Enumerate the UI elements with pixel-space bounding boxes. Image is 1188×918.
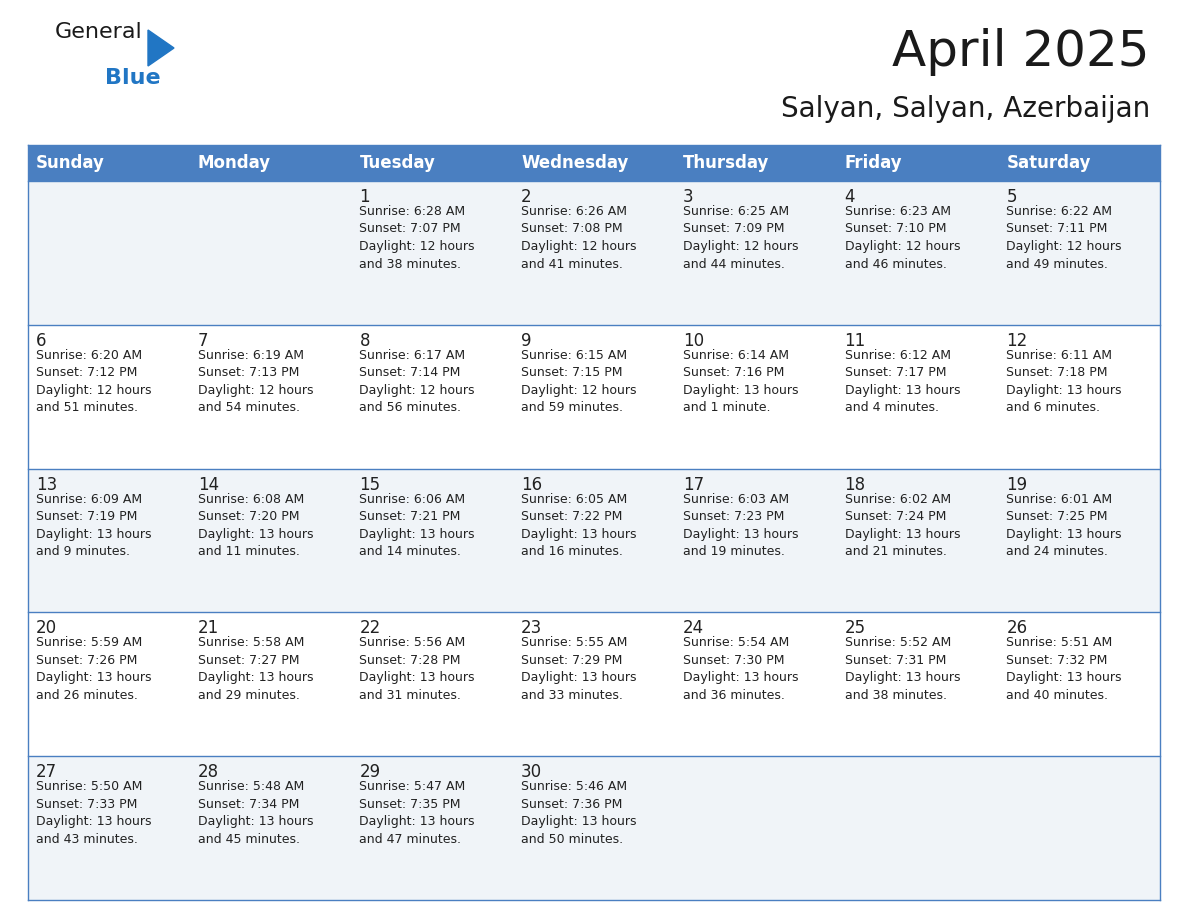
Text: Friday: Friday [845, 154, 902, 172]
Text: Sunrise: 5:50 AM
Sunset: 7:33 PM
Daylight: 13 hours
and 43 minutes.: Sunrise: 5:50 AM Sunset: 7:33 PM Dayligh… [36, 780, 152, 845]
Text: Sunrise: 5:58 AM
Sunset: 7:27 PM
Daylight: 13 hours
and 29 minutes.: Sunrise: 5:58 AM Sunset: 7:27 PM Dayligh… [197, 636, 314, 702]
Text: 10: 10 [683, 331, 704, 350]
Text: Sunrise: 6:12 AM
Sunset: 7:17 PM
Daylight: 13 hours
and 4 minutes.: Sunrise: 6:12 AM Sunset: 7:17 PM Dayligh… [845, 349, 960, 414]
Text: 28: 28 [197, 763, 219, 781]
Text: Sunrise: 6:03 AM
Sunset: 7:23 PM
Daylight: 13 hours
and 19 minutes.: Sunrise: 6:03 AM Sunset: 7:23 PM Dayligh… [683, 493, 798, 558]
Text: Sunrise: 6:22 AM
Sunset: 7:11 PM
Daylight: 12 hours
and 49 minutes.: Sunrise: 6:22 AM Sunset: 7:11 PM Dayligh… [1006, 205, 1121, 271]
Polygon shape [513, 145, 675, 181]
Text: Sunrise: 6:01 AM
Sunset: 7:25 PM
Daylight: 13 hours
and 24 minutes.: Sunrise: 6:01 AM Sunset: 7:25 PM Dayligh… [1006, 493, 1121, 558]
Text: Blue: Blue [105, 68, 160, 88]
Polygon shape [836, 145, 998, 181]
Text: Sunrise: 6:08 AM
Sunset: 7:20 PM
Daylight: 13 hours
and 11 minutes.: Sunrise: 6:08 AM Sunset: 7:20 PM Dayligh… [197, 493, 314, 558]
Text: Sunrise: 6:11 AM
Sunset: 7:18 PM
Daylight: 13 hours
and 6 minutes.: Sunrise: 6:11 AM Sunset: 7:18 PM Dayligh… [1006, 349, 1121, 414]
Text: 2: 2 [522, 188, 532, 206]
Text: 4: 4 [845, 188, 855, 206]
Text: 20: 20 [36, 620, 57, 637]
Text: 1: 1 [360, 188, 369, 206]
Text: Sunrise: 6:02 AM
Sunset: 7:24 PM
Daylight: 13 hours
and 21 minutes.: Sunrise: 6:02 AM Sunset: 7:24 PM Dayligh… [845, 493, 960, 558]
Text: 12: 12 [1006, 331, 1028, 350]
Polygon shape [29, 325, 1159, 468]
Polygon shape [29, 468, 1159, 612]
Text: Sunrise: 5:59 AM
Sunset: 7:26 PM
Daylight: 13 hours
and 26 minutes.: Sunrise: 5:59 AM Sunset: 7:26 PM Dayligh… [36, 636, 152, 702]
Text: 18: 18 [845, 476, 866, 494]
Text: Sunrise: 5:47 AM
Sunset: 7:35 PM
Daylight: 13 hours
and 47 minutes.: Sunrise: 5:47 AM Sunset: 7:35 PM Dayligh… [360, 780, 475, 845]
Text: Sunrise: 5:52 AM
Sunset: 7:31 PM
Daylight: 13 hours
and 38 minutes.: Sunrise: 5:52 AM Sunset: 7:31 PM Dayligh… [845, 636, 960, 702]
Text: Sunrise: 6:19 AM
Sunset: 7:13 PM
Daylight: 12 hours
and 54 minutes.: Sunrise: 6:19 AM Sunset: 7:13 PM Dayligh… [197, 349, 314, 414]
Text: Monday: Monday [197, 154, 271, 172]
Text: 29: 29 [360, 763, 380, 781]
Text: Sunrise: 5:51 AM
Sunset: 7:32 PM
Daylight: 13 hours
and 40 minutes.: Sunrise: 5:51 AM Sunset: 7:32 PM Dayligh… [1006, 636, 1121, 702]
Polygon shape [29, 612, 1159, 756]
Text: General: General [55, 22, 143, 42]
Text: 8: 8 [360, 331, 369, 350]
Text: Salyan, Salyan, Azerbaijan: Salyan, Salyan, Azerbaijan [781, 95, 1150, 123]
Text: Sunrise: 5:46 AM
Sunset: 7:36 PM
Daylight: 13 hours
and 50 minutes.: Sunrise: 5:46 AM Sunset: 7:36 PM Dayligh… [522, 780, 637, 845]
Text: Sunrise: 6:25 AM
Sunset: 7:09 PM
Daylight: 12 hours
and 44 minutes.: Sunrise: 6:25 AM Sunset: 7:09 PM Dayligh… [683, 205, 798, 271]
Text: 17: 17 [683, 476, 704, 494]
Text: 19: 19 [1006, 476, 1028, 494]
Text: 21: 21 [197, 620, 219, 637]
Text: Sunrise: 6:09 AM
Sunset: 7:19 PM
Daylight: 13 hours
and 9 minutes.: Sunrise: 6:09 AM Sunset: 7:19 PM Dayligh… [36, 493, 152, 558]
Text: 30: 30 [522, 763, 542, 781]
Text: Sunrise: 6:14 AM
Sunset: 7:16 PM
Daylight: 13 hours
and 1 minute.: Sunrise: 6:14 AM Sunset: 7:16 PM Dayligh… [683, 349, 798, 414]
Text: Sunrise: 6:26 AM
Sunset: 7:08 PM
Daylight: 12 hours
and 41 minutes.: Sunrise: 6:26 AM Sunset: 7:08 PM Dayligh… [522, 205, 637, 271]
Text: 15: 15 [360, 476, 380, 494]
Text: 22: 22 [360, 620, 380, 637]
Text: 16: 16 [522, 476, 542, 494]
Polygon shape [29, 145, 190, 181]
Text: 13: 13 [36, 476, 57, 494]
Text: Sunrise: 6:28 AM
Sunset: 7:07 PM
Daylight: 12 hours
and 38 minutes.: Sunrise: 6:28 AM Sunset: 7:07 PM Dayligh… [360, 205, 475, 271]
Text: Sunrise: 6:20 AM
Sunset: 7:12 PM
Daylight: 12 hours
and 51 minutes.: Sunrise: 6:20 AM Sunset: 7:12 PM Dayligh… [36, 349, 152, 414]
Polygon shape [148, 30, 173, 66]
Polygon shape [29, 181, 1159, 325]
Text: 23: 23 [522, 620, 543, 637]
Text: Wednesday: Wednesday [522, 154, 628, 172]
Text: Sunrise: 6:15 AM
Sunset: 7:15 PM
Daylight: 12 hours
and 59 minutes.: Sunrise: 6:15 AM Sunset: 7:15 PM Dayligh… [522, 349, 637, 414]
Text: Sunrise: 5:55 AM
Sunset: 7:29 PM
Daylight: 13 hours
and 33 minutes.: Sunrise: 5:55 AM Sunset: 7:29 PM Dayligh… [522, 636, 637, 702]
Text: Sunrise: 5:48 AM
Sunset: 7:34 PM
Daylight: 13 hours
and 45 minutes.: Sunrise: 5:48 AM Sunset: 7:34 PM Dayligh… [197, 780, 314, 845]
Text: Sunrise: 6:05 AM
Sunset: 7:22 PM
Daylight: 13 hours
and 16 minutes.: Sunrise: 6:05 AM Sunset: 7:22 PM Dayligh… [522, 493, 637, 558]
Text: 9: 9 [522, 331, 532, 350]
Text: Sunrise: 5:54 AM
Sunset: 7:30 PM
Daylight: 13 hours
and 36 minutes.: Sunrise: 5:54 AM Sunset: 7:30 PM Dayligh… [683, 636, 798, 702]
Text: Saturday: Saturday [1006, 154, 1091, 172]
Polygon shape [998, 145, 1159, 181]
Text: Sunrise: 5:56 AM
Sunset: 7:28 PM
Daylight: 13 hours
and 31 minutes.: Sunrise: 5:56 AM Sunset: 7:28 PM Dayligh… [360, 636, 475, 702]
Text: 3: 3 [683, 188, 694, 206]
Text: Sunrise: 6:17 AM
Sunset: 7:14 PM
Daylight: 12 hours
and 56 minutes.: Sunrise: 6:17 AM Sunset: 7:14 PM Dayligh… [360, 349, 475, 414]
Text: 24: 24 [683, 620, 704, 637]
Text: 5: 5 [1006, 188, 1017, 206]
Polygon shape [675, 145, 836, 181]
Text: 26: 26 [1006, 620, 1028, 637]
Text: 14: 14 [197, 476, 219, 494]
Text: Sunrise: 6:23 AM
Sunset: 7:10 PM
Daylight: 12 hours
and 46 minutes.: Sunrise: 6:23 AM Sunset: 7:10 PM Dayligh… [845, 205, 960, 271]
Text: Sunday: Sunday [36, 154, 105, 172]
Text: 6: 6 [36, 331, 46, 350]
Text: 25: 25 [845, 620, 866, 637]
Text: 11: 11 [845, 331, 866, 350]
Text: April 2025: April 2025 [892, 28, 1150, 76]
Text: Sunrise: 6:06 AM
Sunset: 7:21 PM
Daylight: 13 hours
and 14 minutes.: Sunrise: 6:06 AM Sunset: 7:21 PM Dayligh… [360, 493, 475, 558]
Text: Thursday: Thursday [683, 154, 770, 172]
Text: 27: 27 [36, 763, 57, 781]
Polygon shape [352, 145, 513, 181]
Text: Tuesday: Tuesday [360, 154, 435, 172]
Polygon shape [190, 145, 352, 181]
Text: 7: 7 [197, 331, 208, 350]
Polygon shape [29, 756, 1159, 900]
